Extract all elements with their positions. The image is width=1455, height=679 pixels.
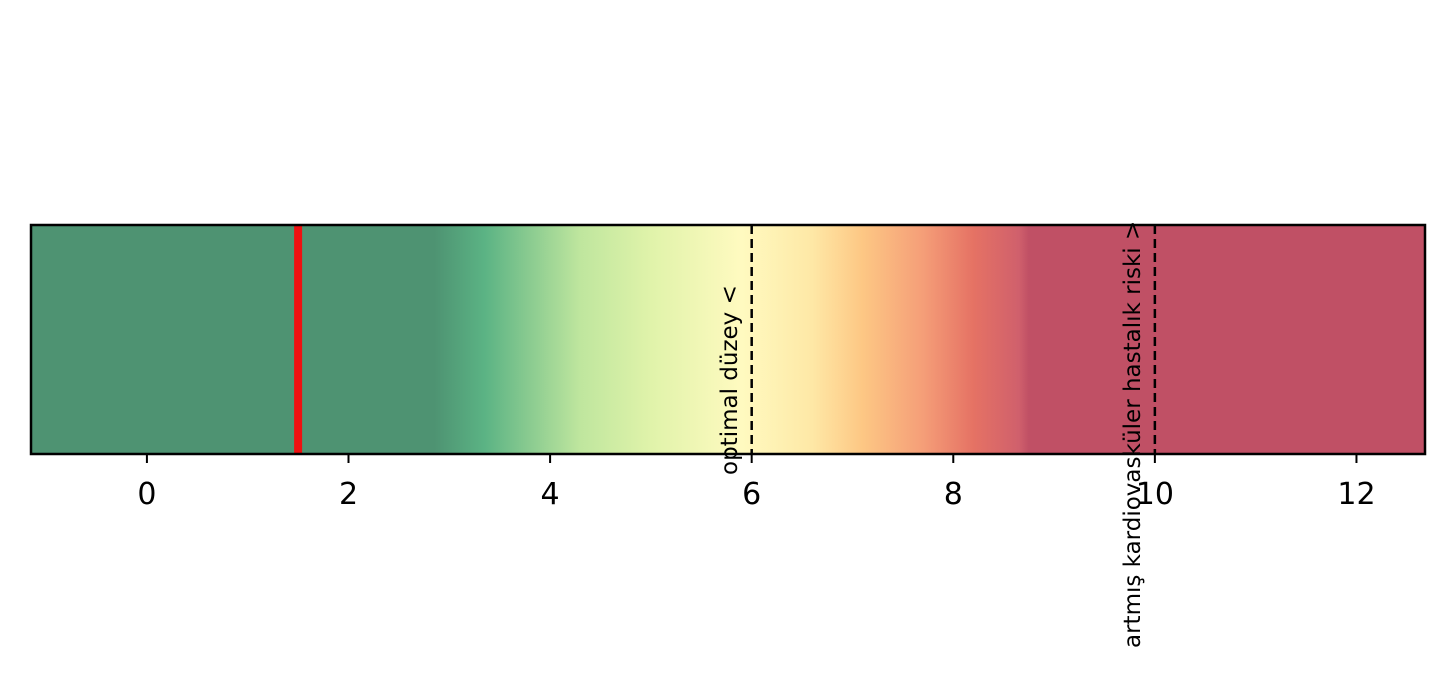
x-tick-label: 10 — [1136, 477, 1174, 512]
x-tick-label: 4 — [541, 477, 560, 512]
threshold-label-2: artmış kardiovasküler hastalık riski > — [1120, 221, 1146, 648]
x-tick-label: 8 — [944, 477, 963, 512]
gradient-band — [31, 225, 1425, 454]
x-tick-label: 2 — [339, 477, 358, 512]
x-tick-label: 6 — [742, 477, 761, 512]
threshold-label-1: optimal düzey < — [717, 285, 743, 475]
plot-frame — [29, 223, 1427, 456]
x-tick-label: 0 — [137, 477, 156, 512]
x-tick-label: 12 — [1337, 477, 1375, 512]
